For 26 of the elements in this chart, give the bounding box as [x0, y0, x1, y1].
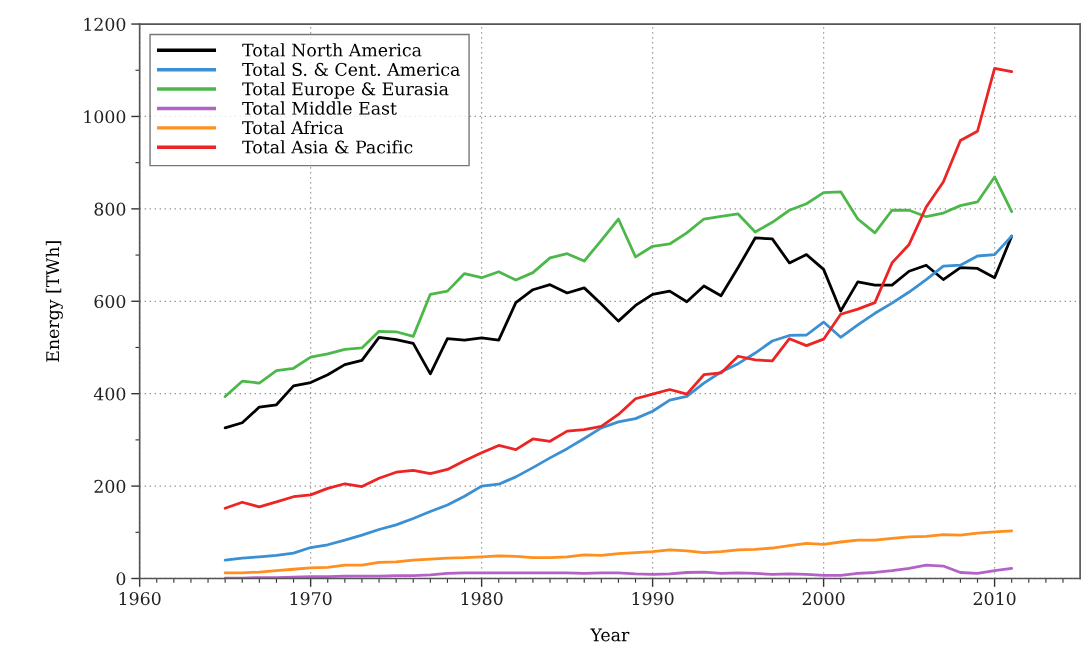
line-series	[223, 529, 1014, 575]
y-tick-label: 1200	[84, 17, 126, 31]
legend-label: Total S. & Cent. America	[242, 62, 460, 76]
x-tick-label: 1990	[632, 592, 674, 606]
x-tick-label: 2010	[973, 592, 1016, 606]
legend-label: Total North America	[242, 43, 422, 57]
x-tick-label: 1960	[119, 592, 161, 606]
legend-label: Total Africa	[242, 120, 344, 135]
y-tick-label: 600	[94, 294, 126, 309]
line-series	[223, 234, 1014, 430]
y-tick-label: 0	[116, 572, 126, 586]
x-axis-title: Year	[590, 628, 630, 642]
legend-label: Total Asia & Pacific	[242, 140, 413, 154]
y-tick-label: 400	[93, 387, 126, 401]
line-series	[223, 234, 1014, 562]
y-tick-label: 800	[94, 202, 126, 216]
line-series	[223, 175, 1014, 398]
x-tick-label: 2000	[802, 592, 845, 606]
y-tick-label: 1000	[84, 110, 126, 124]
y-axis-title: Energy [TWh]	[45, 241, 63, 362]
legend-label: Total Middle East	[242, 101, 397, 115]
line-series	[223, 563, 1014, 579]
y-tick-label: 200	[94, 479, 126, 493]
x-tick-label: 1970	[290, 592, 332, 606]
x-tick-label: 1980	[461, 592, 503, 606]
legend-label: Total Europe & Eurasia	[242, 81, 449, 99]
